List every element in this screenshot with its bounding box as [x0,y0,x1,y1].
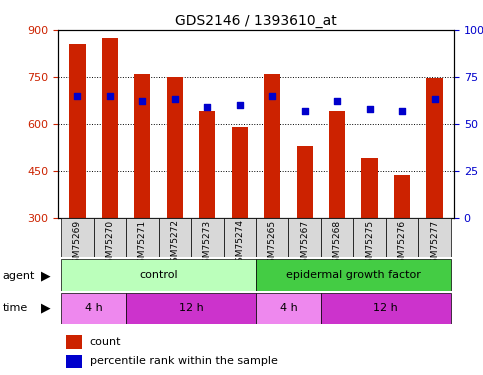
Bar [256,259,451,291]
Bar [66,355,82,368]
Bar [354,217,386,257]
Bar [94,217,126,257]
Point [171,96,179,102]
Point [106,93,114,99]
Text: agent: agent [2,271,35,280]
Text: GSM75270: GSM75270 [105,219,114,268]
Bar [232,127,248,218]
Bar [426,78,442,218]
Text: 12 h: 12 h [373,303,398,313]
Bar [361,158,378,218]
Bar [321,292,451,324]
Bar [158,217,191,257]
Point [333,98,341,104]
Point [73,93,81,99]
Text: GSM75269: GSM75269 [73,219,82,268]
Text: ▶: ▶ [41,302,51,315]
Bar [191,217,224,257]
Text: percentile rank within the sample: percentile rank within the sample [90,356,278,366]
Bar [61,292,126,324]
Point [139,98,146,104]
Point [398,108,406,114]
Bar [199,111,215,218]
Text: 12 h: 12 h [179,303,203,313]
Bar [126,217,158,257]
Text: epidermal growth factor: epidermal growth factor [286,270,421,280]
Text: count: count [90,337,121,347]
Bar [224,217,256,257]
Text: time: time [2,303,28,313]
Bar [329,111,345,218]
Bar [256,292,321,324]
Text: GSM75271: GSM75271 [138,219,147,268]
Text: control: control [139,270,178,280]
Text: GSM75276: GSM75276 [398,219,407,268]
Bar [61,259,256,291]
Text: GSM75265: GSM75265 [268,219,277,268]
Text: GSM75272: GSM75272 [170,219,179,268]
Bar [297,146,313,218]
Text: GSM75273: GSM75273 [203,219,212,268]
Bar [134,74,151,217]
Text: GSM75267: GSM75267 [300,219,309,268]
Text: GSM75277: GSM75277 [430,219,439,268]
Point [236,102,243,108]
Bar [321,217,354,257]
Text: GSM75268: GSM75268 [333,219,341,268]
Point [203,104,211,110]
Point [269,93,276,99]
Bar [70,44,85,218]
Bar [66,335,82,349]
Text: 4 h: 4 h [85,303,102,313]
Point [431,96,439,102]
Bar [167,77,183,218]
Bar [288,217,321,257]
Title: GDS2146 / 1393610_at: GDS2146 / 1393610_at [175,13,337,28]
Bar [394,176,410,217]
Bar [256,217,288,257]
Bar [386,217,418,257]
Text: 4 h: 4 h [280,303,298,313]
Bar [102,38,118,218]
Bar [126,292,256,324]
Text: GSM75275: GSM75275 [365,219,374,268]
Text: GSM75274: GSM75274 [235,219,244,268]
Bar [264,74,280,217]
Text: ▶: ▶ [41,269,51,282]
Bar [61,217,94,257]
Bar [418,217,451,257]
Point [366,106,373,112]
Point [301,108,309,114]
